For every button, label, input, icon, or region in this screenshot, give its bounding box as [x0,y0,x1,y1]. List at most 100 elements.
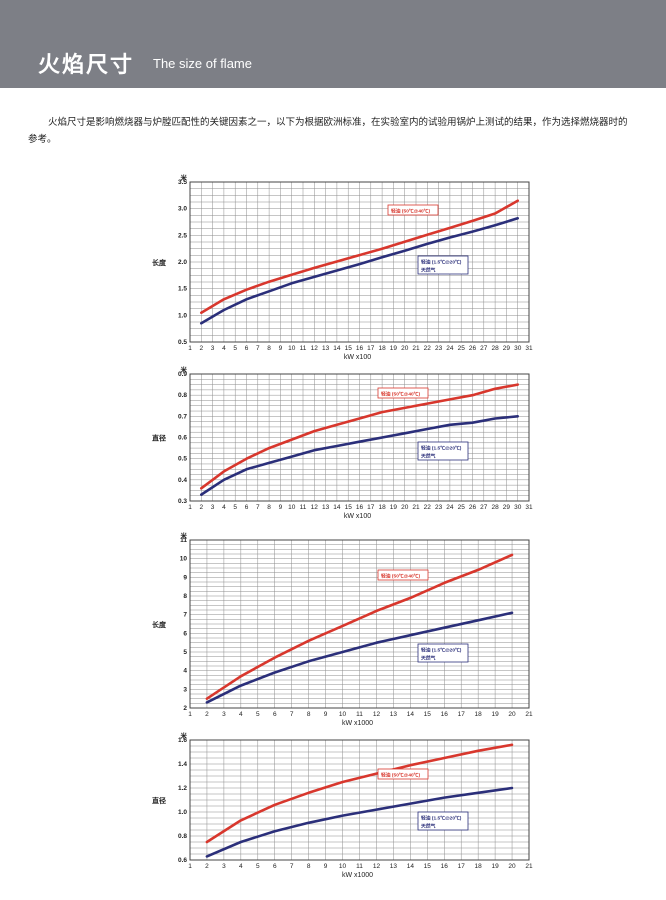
x-tick-label: 30 [514,504,522,511]
y-unit-label: 米 [181,531,188,540]
x-tick-label: 27 [480,504,488,511]
x-tick-label: 2 [199,504,203,511]
x-tick-label: 5 [256,863,260,870]
plot-frame [189,739,530,861]
x-tick-label: 20 [508,711,516,718]
y-tick-label: 0.7 [178,413,187,420]
y-tick-label: 0.8 [178,392,187,399]
y-tick-label: 3 [183,686,187,693]
series-line-oil [200,199,520,315]
legend-label: 轻油 (50℃@40℃) [381,391,420,398]
x-tick-label: 17 [458,863,466,870]
x-axis-label: kW x100 [344,513,371,520]
x-tick-label: 1 [188,863,192,870]
x-tick-label: 15 [424,711,432,718]
x-axis-label: kW x1000 [342,720,373,727]
grid [189,181,530,343]
plot-frame [189,181,530,343]
x-tick-label: 3 [211,504,215,511]
y-tick-label: 0.6 [178,857,187,864]
x-tick-label: 19 [390,345,398,352]
y-tick-label: 0.9 [178,371,187,378]
x-tick-label: 7 [290,711,294,718]
y-tick-label: 9 [183,574,187,581]
x-tick-label: 23 [435,504,443,511]
series-line-gas [205,786,514,858]
x-tick-label: 8 [267,345,271,352]
x-tick-label: 5 [256,711,260,718]
x-tick-label: 17 [458,711,466,718]
x-axis-label: kW x1000 [342,872,373,879]
x-tick-label: 23 [435,345,443,352]
y-tick-label: 2.5 [178,232,187,239]
x-tick-label: 12 [373,711,381,718]
y-unit-label: 米 [181,365,188,374]
x-tick-label: 19 [491,711,499,718]
y-tick-label: 0.4 [178,477,187,484]
legend-label: 轻油 (50℃@40℃) [391,208,430,215]
legend-box [377,768,429,780]
chart-svg: 1 2 3 4 5 6 7 8 9 10 11 12 13 14 15 16 17 18 19 20 21 22 23 24 2… [152,173,533,361]
series-line-oil [205,743,514,844]
chart-svg: 1 2 3 4 5 6 7 8 9 10 11 12 13 14 15 16 17 18 19 20 210.60.81… [152,731,533,879]
x-tick-label: 19 [390,504,398,511]
x-tick-label: 20 [401,345,409,352]
y-tick-label: 11 [180,537,187,544]
x-tick-label: 12 [311,504,319,511]
x-tick-label: 8 [307,711,311,718]
y-tick-label: 8 [183,593,187,600]
x-tick-label: 2 [199,345,203,352]
x-tick-label: 6 [245,504,249,511]
x-tick-label: 28 [491,504,499,511]
x-tick-label: 21 [525,711,533,718]
y-tick-label: 4 [183,668,187,675]
x-tick-label: 13 [322,345,330,352]
x-tick-label: 3 [222,711,226,718]
x-tick-label: 10 [288,504,296,511]
x-tick-label: 14 [333,504,341,511]
y-tick-label: 1.2 [178,785,187,792]
x-tick-label: 14 [333,345,341,352]
x-tick-label: 14 [407,863,415,870]
x-tick-label: 16 [356,345,364,352]
x-tick-label: 8 [267,504,271,511]
x-tick-label: 11 [300,504,307,511]
x-tick-label: 16 [441,863,449,870]
y-tick-label: 6 [183,630,187,637]
x-tick-label: 21 [412,504,420,511]
chart-svg: 1 2 3 4 5 6 7 8 9 10 11 12 13 14 15 16 17 18 19 20 212345678… [152,531,533,727]
chart-svg: 1 2 3 4 5 6 7 8 9 10 11 12 13 14 15 16 17 18 19 20 21 22 23 24 2… [152,365,533,520]
x-tick-label: 30 [514,345,522,352]
flame-chart-2: 1 2 3 4 5 6 7 8 9 10 11 12 13 14 15 16 17 18 19 20 21 22 23 24 2… [0,364,666,527]
x-tick-label: 1 [188,345,192,352]
x-tick-label: 15 [424,863,432,870]
x-tick-label: 9 [324,711,328,718]
x-tick-label: 16 [356,504,364,511]
legend-label: 轻油 (1.5℃@20℃) [421,647,462,654]
page-title-cn: 火焰尺寸 [38,53,135,78]
y-tick-label: 0.5 [178,339,187,346]
x-tick-label: 10 [288,345,296,352]
legend-label: 天然气 [421,655,436,662]
y-tick-label: 2 [183,705,187,712]
x-tick-label: 3 [211,345,215,352]
x-tick-label: 15 [345,345,353,352]
plot-frame [189,373,530,502]
y-tick-label: 3.5 [178,179,187,186]
x-tick-label: 29 [503,345,511,352]
x-tick-label: 18 [378,345,386,352]
series-line-gas [200,217,520,325]
y-axis-label: 直径 [152,434,166,443]
x-tick-label: 18 [475,711,483,718]
legend-box [387,204,439,216]
x-tick-label: 2 [205,711,209,718]
y-tick-label: 0.8 [178,833,187,840]
y-tick-label: 7 [183,612,187,619]
legend-label: 轻油 (50℃@40℃) [381,573,420,580]
x-tick-label: 10 [339,711,347,718]
x-tick-label: 9 [279,345,283,352]
x-tick-label: 1 [188,711,192,718]
x-tick-label: 26 [469,345,477,352]
x-tick-label: 15 [345,504,353,511]
legend-box [417,255,469,275]
